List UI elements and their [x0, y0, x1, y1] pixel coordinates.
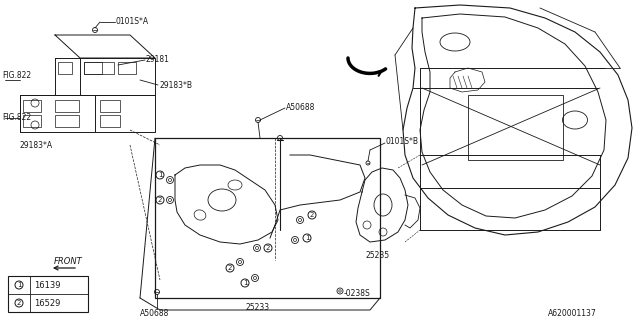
Text: FRONT: FRONT	[54, 258, 83, 267]
Text: 29183*A: 29183*A	[20, 140, 53, 149]
Bar	[84, 62, 102, 74]
Bar	[155, 138, 380, 298]
Text: 2: 2	[228, 265, 232, 271]
Text: 1: 1	[17, 282, 21, 288]
Text: A50688: A50688	[286, 102, 316, 111]
Text: 1: 1	[305, 235, 309, 241]
Text: 29181: 29181	[146, 55, 170, 65]
Text: 2: 2	[17, 300, 21, 306]
Text: -0238S: -0238S	[344, 289, 371, 298]
Text: FIG.822: FIG.822	[2, 70, 31, 79]
Text: A620001137: A620001137	[548, 309, 596, 318]
Text: 2: 2	[266, 245, 270, 251]
Bar	[100, 115, 120, 127]
Bar	[23, 100, 41, 112]
Text: 0101S*A: 0101S*A	[116, 17, 149, 26]
Bar	[84, 62, 114, 74]
Text: 25233: 25233	[245, 302, 269, 311]
Bar	[23, 115, 41, 127]
Text: 1: 1	[157, 172, 163, 178]
Text: A50688: A50688	[140, 308, 170, 317]
Bar	[100, 100, 120, 112]
Text: 0101S*B: 0101S*B	[386, 138, 419, 147]
Text: FIG.822: FIG.822	[2, 114, 31, 123]
Bar	[468, 95, 563, 160]
Text: 2: 2	[158, 197, 162, 203]
Bar	[8, 276, 88, 312]
Text: 16139: 16139	[34, 281, 61, 290]
Text: 29183*B: 29183*B	[159, 81, 192, 90]
Bar	[58, 62, 72, 74]
Bar	[55, 100, 79, 112]
Text: 1: 1	[243, 280, 247, 286]
Bar	[55, 115, 79, 127]
Text: 2: 2	[310, 212, 314, 218]
Bar	[118, 62, 136, 74]
Text: 25235: 25235	[365, 251, 389, 260]
Text: 16529: 16529	[34, 299, 60, 308]
